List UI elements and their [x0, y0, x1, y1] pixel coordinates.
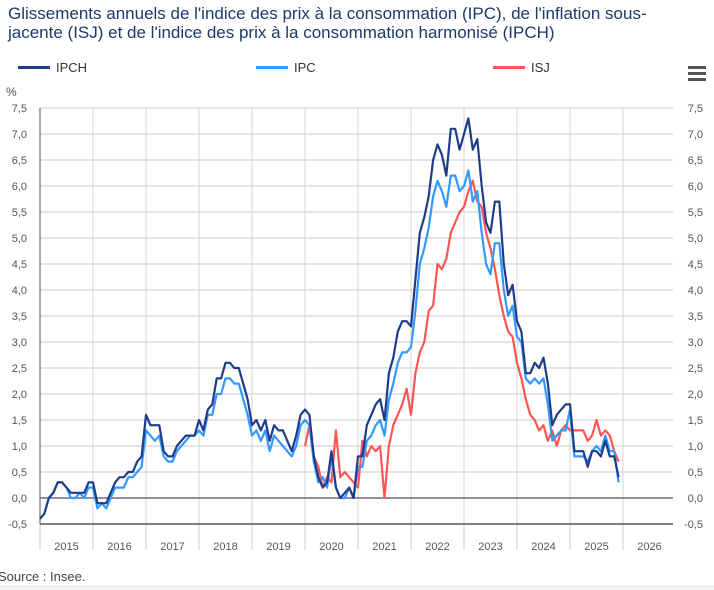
y-tick-label-left: 3,5	[12, 311, 27, 323]
y-tick-label-right: 0,0	[688, 493, 703, 505]
y-tick-label-left: 5,5	[12, 207, 27, 219]
y-tick-label-left: -0,5	[8, 519, 27, 531]
x-tick-label: 2019	[266, 541, 290, 553]
hamburger-menu-icon[interactable]	[688, 66, 706, 82]
y-tick-label-left: 4,0	[12, 285, 27, 297]
y-tick-label-left: 6,0	[12, 181, 27, 193]
legend-item-isj[interactable]: ISJ	[493, 60, 550, 75]
y-tick-label-right: 4,0	[688, 285, 703, 297]
y-tick-label-left: 5,0	[12, 233, 27, 245]
y-tick-label-right: 3,5	[688, 311, 703, 323]
y-tick-label-right: 1,5	[688, 415, 703, 427]
x-tick-label: 2025	[584, 541, 608, 553]
y-tick-label-left: 1,0	[12, 441, 27, 453]
line-chart: % -0,5 -0,5 0,0 0,0 0,5 0,5 1,0 1,0 1,5 1,5 2,0 2,0…	[6, 85, 703, 553]
legend-item-ipch[interactable]: IPCH	[18, 60, 87, 75]
y-tick-label-right: 5,5	[688, 207, 703, 219]
y-tick-label-left: 1,5	[12, 415, 27, 427]
y-tick-label-left: 7,0	[12, 129, 27, 141]
y-tick-label-right: 7,5	[688, 103, 703, 115]
y-tick-label-right: 6,0	[688, 181, 703, 193]
x-tick-label: 2015	[54, 541, 78, 553]
source-note: Source : Insee.	[0, 569, 86, 584]
y-tick-label-left: 7,5	[12, 103, 27, 115]
y-tick-label-right: -0,5	[684, 519, 703, 531]
legend-label-ipch: IPCH	[56, 60, 88, 75]
y-tick-label-right: 0,5	[688, 467, 703, 479]
footer-band	[0, 585, 714, 590]
x-tick-label: 2023	[478, 541, 502, 553]
y-tick-label-left: 0,0	[12, 493, 27, 505]
y-tick-label-left: 3,0	[12, 337, 27, 349]
y-axis-label: %	[6, 85, 17, 99]
y-tick-label-right: 4,5	[688, 259, 703, 271]
x-tick-label: 2016	[107, 541, 131, 553]
y-tick-label-right: 7,0	[688, 129, 703, 141]
legend-label-ipc: IPC	[294, 60, 316, 75]
y-tick-label-right: 2,5	[688, 363, 703, 375]
y-tick-label-left: 0,5	[12, 467, 27, 479]
legend-swatch-isj	[493, 66, 525, 69]
series-line-ipch	[39, 117, 620, 520]
y-tick-label-left: 4,5	[12, 259, 27, 271]
series-line-isj	[303, 179, 620, 500]
y-tick-label-right: 2,0	[688, 389, 703, 401]
y-tick-label-left: 2,0	[12, 389, 27, 401]
y-tick-label-right: 5,0	[688, 233, 703, 245]
y-tick-label-right: 3,0	[688, 337, 703, 349]
x-tick-label: 2017	[160, 541, 184, 553]
x-tick-label: 2020	[319, 541, 343, 553]
x-tick-label: 2024	[531, 541, 555, 553]
legend-swatch-ipch	[18, 66, 50, 69]
x-tick-label: 2022	[425, 541, 449, 553]
y-tick-label-right: 1,0	[688, 441, 703, 453]
legend-item-ipc[interactable]: IPC	[256, 60, 316, 75]
x-tick-label: 2021	[372, 541, 396, 553]
y-tick-label-left: 6,5	[12, 155, 27, 167]
x-tick-label: 2026	[637, 541, 661, 553]
y-tick-label-right: 6,5	[688, 155, 703, 167]
y-tick-label-left: 2,5	[12, 363, 27, 375]
legend-swatch-ipc	[256, 66, 288, 69]
chart-title: Glissements annuels de l'indice des prix…	[8, 4, 647, 42]
x-tick-label: 2018	[213, 541, 237, 553]
legend-label-isj: ISJ	[531, 60, 550, 75]
